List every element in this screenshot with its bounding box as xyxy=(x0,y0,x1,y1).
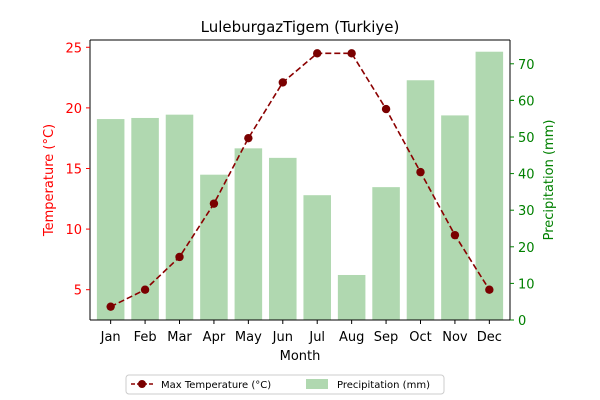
bars-layer xyxy=(96,51,504,321)
x-tick-label: Aug xyxy=(339,330,364,345)
line-layer xyxy=(106,49,494,311)
legend-precip-label: Precipitation (mm) xyxy=(337,380,430,391)
x-tick-label: Jul xyxy=(308,330,325,345)
left-axis-label: Temperature (°C) xyxy=(42,124,57,237)
x-tick-label: May xyxy=(235,330,262,345)
temperature-point xyxy=(347,49,356,58)
chart-title: LuleburgazTigem (Turkiye) xyxy=(201,18,400,36)
right-axis-label: Precipitation (mm) xyxy=(542,120,557,241)
right-y-tick-label: 60 xyxy=(518,94,535,109)
precip-bar xyxy=(406,80,435,320)
precip-bar xyxy=(165,114,194,320)
precip-bar xyxy=(337,274,366,320)
legend-box xyxy=(125,374,445,395)
x-axis-label: Month xyxy=(280,349,321,364)
temperature-point xyxy=(450,230,460,240)
left-y-tick-label: 10 xyxy=(65,223,82,238)
precip-bar xyxy=(96,119,125,320)
right-y-tick-label: 50 xyxy=(518,131,535,146)
temperature-point xyxy=(485,285,494,294)
x-tick-label: Jun xyxy=(272,330,293,345)
temperature-point xyxy=(244,133,253,143)
right-y-tick-label: 40 xyxy=(518,168,535,183)
precip-bar xyxy=(234,148,263,320)
temperature-point xyxy=(106,302,115,311)
temperature-point xyxy=(175,252,184,262)
x-tick-label: Mar xyxy=(167,330,192,345)
x-tick-label: Nov xyxy=(442,330,468,345)
precip-bar xyxy=(303,195,331,320)
precip-bar xyxy=(475,51,504,321)
legend-precip-swatch xyxy=(306,379,328,389)
precip-bar xyxy=(372,187,400,320)
temperature-point xyxy=(140,285,150,294)
precip-bar xyxy=(200,174,228,320)
right-y-tick-label: 0 xyxy=(518,314,526,329)
x-tick-label: Apr xyxy=(203,330,226,345)
right-y-tick-label: 30 xyxy=(518,204,535,219)
left-y-tick-label: 15 xyxy=(65,162,82,177)
axes-layer: Jan Feb Mar Apr May Jun Jul Aug Sep Oct Nov Dec 5 10 1… xyxy=(65,39,535,345)
right-y-tick-label: 20 xyxy=(518,241,535,256)
temperature-point xyxy=(313,49,322,58)
precip-bar xyxy=(269,157,297,320)
x-tick-label: Oct xyxy=(409,330,431,345)
legend: Max Temperature (°C) Precipitation (mm) xyxy=(125,374,445,395)
precip-bar xyxy=(441,115,469,321)
temperature-point xyxy=(416,167,425,177)
temperature-point xyxy=(381,104,391,114)
temperature-point xyxy=(278,78,287,87)
temperature-line xyxy=(110,52,491,308)
left-y-tick-label: 25 xyxy=(65,41,82,56)
legend-temp-label: Max Temperature (°C) xyxy=(161,380,271,391)
right-y-tick-label: 70 xyxy=(518,58,535,73)
x-tick-label: Feb xyxy=(134,330,157,345)
legend-temp-marker xyxy=(138,380,146,388)
x-tick-label: Sep xyxy=(374,330,399,345)
right-y-tick-label: 10 xyxy=(518,277,535,292)
left-y-tick-label: 5 xyxy=(74,284,82,299)
x-tick-label: Jan xyxy=(100,330,121,345)
temperature-point xyxy=(209,199,219,208)
left-y-tick-label: 20 xyxy=(65,102,82,117)
x-tick-label: Dec xyxy=(477,330,502,345)
